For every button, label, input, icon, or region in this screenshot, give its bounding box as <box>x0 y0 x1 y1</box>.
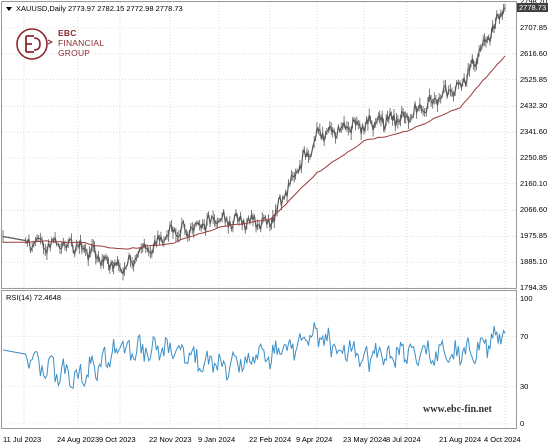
rsi-axis[interactable]: 100 70 30 0 <box>517 290 554 429</box>
time-tick-label: 4 Oct 2024 <box>484 435 521 444</box>
time-tick-label: 22 Nov 2023 <box>149 435 192 444</box>
logo-line-1: EBC <box>58 28 77 38</box>
rsi-series-line <box>2 322 506 390</box>
chevron-down-icon[interactable] <box>6 6 12 11</box>
price-tick-label: 2525.85 <box>520 74 548 84</box>
price-axis[interactable]: 2798.702707.852616.602525.852432.302341.… <box>517 0 554 292</box>
ebc-logo-icon <box>16 28 54 60</box>
time-tick-label: 11 Jul 2023 <box>3 435 42 444</box>
price-tick-label: 2341.60 <box>520 127 548 137</box>
ebc-logo: EBC FINANCIAL GROUP <box>14 26 114 62</box>
price-tick-label: 1885.10 <box>520 257 548 267</box>
price-tick-label: 2066.60 <box>520 205 548 215</box>
time-tick-label: 23 May 2024 <box>343 435 387 444</box>
price-tick-label: 2250.85 <box>520 153 548 162</box>
chart-header: XAUUSD,Daily 2773.97 2782.15 2772.98 277… <box>6 4 183 13</box>
price-chart-pane[interactable]: XAUUSD,Daily 2773.97 2782.15 2772.98 277… <box>1 1 517 289</box>
time-tick-label: 9 Apr 2024 <box>296 435 333 444</box>
price-tick-label: 1794.35 <box>520 283 548 292</box>
price-tick-label: 2432.30 <box>520 101 548 111</box>
rsi-chart-svg[interactable] <box>2 291 516 428</box>
price-tick-label: 1975.85 <box>520 231 548 241</box>
rsi-tick-label: 70 <box>520 331 529 341</box>
price-tick-label: 2707.85 <box>520 22 548 32</box>
time-tick-label: 24 Aug 2023 <box>57 435 100 444</box>
rsi-label: RSI(14) 72.4648 <box>6 293 62 302</box>
time-tick-label: 21 Aug 2024 <box>439 435 482 444</box>
time-axis[interactable]: 11 Jul 2023 24 Aug 2023 9 Oct 2023 22 Nov 2… <box>0 431 554 448</box>
logo-line-3: GROUP <box>58 48 91 58</box>
ohlc-values: 2773.97 2782.15 2772.98 2778.73 <box>68 4 183 13</box>
time-tick-label: 22 Feb 2024 <box>249 435 292 444</box>
time-tick-label: 9 Oct 2023 <box>99 435 136 444</box>
rsi-indicator-pane[interactable]: RSI(14) 72.4648 <box>1 290 517 429</box>
rsi-grid <box>2 291 516 428</box>
price-chart-svg[interactable] <box>2 2 516 288</box>
price-series-line <box>2 7 506 276</box>
last-price-label: 2778.73 <box>517 2 549 12</box>
logo-text: EBC FINANCIAL GROUP <box>58 28 104 58</box>
time-tick-label: 9 Jan 2024 <box>198 435 236 444</box>
logo-line-2: FINANCIAL <box>58 38 105 48</box>
website-watermark: www.ebc-fin.net <box>423 404 492 415</box>
time-tick-label: 8 Jul 2024 <box>386 435 421 444</box>
symbol-label: XAUUSD,Daily <box>16 4 67 13</box>
rsi-tick-label: 0 <box>520 419 525 428</box>
rsi-tick-label: 30 <box>520 381 529 391</box>
rsi-tick-label: 100 <box>520 294 533 303</box>
price-tick-label: 2616.60 <box>520 48 548 58</box>
moving-average-line <box>2 55 506 250</box>
price-tick-label: 2160.10 <box>520 178 548 188</box>
